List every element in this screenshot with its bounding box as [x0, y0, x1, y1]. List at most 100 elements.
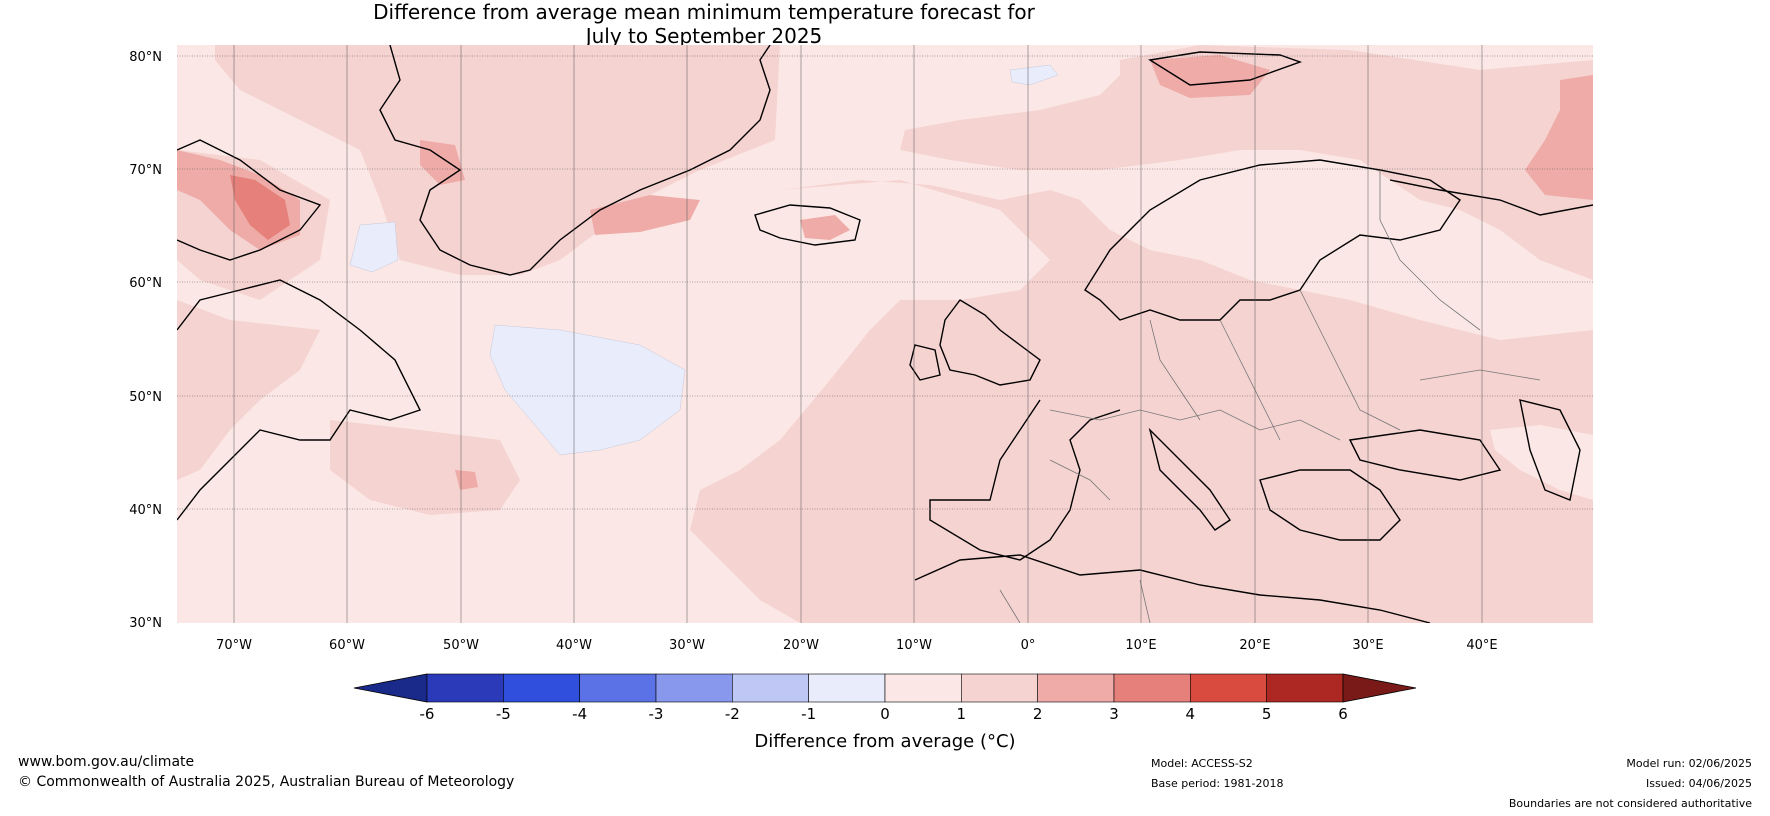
colorbar-segment: [1266, 673, 1344, 703]
north-america-coast: [177, 279, 421, 521]
lon-label: 30°E: [1352, 638, 1383, 653]
iberia-france-coast: [929, 399, 1121, 561]
border-poland: [1219, 319, 1281, 441]
model-text: Model: ACCESS-S2: [1151, 757, 1253, 770]
colorbar-segment: [426, 673, 504, 703]
warm-region-europe: [690, 180, 1593, 623]
lon-label: 40°E: [1466, 638, 1497, 653]
colorbar-segment: [579, 673, 657, 703]
lon-label: 10°W: [896, 638, 932, 653]
lat-label: 80°N: [129, 50, 162, 65]
colorbar-segment: [884, 673, 962, 703]
lat-label: 30°N: [129, 616, 162, 631]
anomaly-contours: [177, 45, 1700, 623]
colorbar-segment: [1190, 673, 1267, 703]
model-run-text: Model run: 02/06/2025: [1626, 757, 1752, 770]
border-baltic: [1299, 289, 1401, 431]
colorbar-label: Difference from average (°C): [754, 731, 1015, 752]
ireland-coast: [909, 344, 941, 381]
lat-label: 40°N: [129, 503, 162, 518]
colorbar-tick-label: -3: [649, 705, 664, 723]
border-ukraine: [1419, 369, 1541, 381]
iceland-coast: [754, 204, 861, 246]
neutral-region-misc: [1593, 540, 1700, 560]
lon-label: 10°E: [1125, 638, 1156, 653]
lat-label: 70°N: [129, 163, 162, 178]
chart-title: Difference from average mean minimum tem…: [0, 0, 1408, 48]
colorbar-segment: [961, 673, 1038, 703]
hot-region-svalbard: [1150, 55, 1270, 98]
colorbar-tick-label: -2: [725, 705, 740, 723]
base-period-text: Base period: 1981-2018: [1151, 777, 1284, 790]
lat-axis: 80°N 70°N 60°N 50°N 40°N 30°N: [129, 50, 162, 631]
issued-text: Issued: 04/06/2025: [1645, 777, 1752, 790]
colorbar-tick-label: 6: [1338, 705, 1348, 723]
lon-label: 60°W: [329, 638, 365, 653]
lon-label: 40°W: [556, 638, 592, 653]
scandinavia-coast: [1084, 159, 1461, 321]
colorbar-extend-low: [353, 673, 428, 703]
border-algeria: [999, 589, 1021, 623]
lon-label: 70°W: [216, 638, 252, 653]
svalbard-coast: [1148, 51, 1303, 86]
coastlines: [177, 45, 1593, 623]
lat-label: 60°N: [129, 276, 162, 291]
colorbar-segment: [732, 673, 809, 703]
colorbar-segment: [655, 673, 733, 703]
colorbar-tick-label: 4: [1186, 705, 1196, 723]
very-hot-region-baffin: [230, 175, 290, 240]
britain-coast: [939, 299, 1041, 386]
lon-label: 20°W: [783, 638, 819, 653]
cool-region-atlantic: [489, 324, 686, 456]
lon-label: 20°E: [1239, 638, 1270, 653]
title-line-2: July to September 2025: [585, 24, 823, 48]
lon-axis: 70°W 60°W 50°W 40°W 30°W 20°W 10°W 0° 10…: [216, 638, 1498, 653]
lat-label: 50°N: [129, 390, 162, 405]
russia-arctic-coast: [1389, 179, 1593, 216]
colorbar-tick-label: 5: [1262, 705, 1272, 723]
border-iberia: [1049, 459, 1111, 501]
colorbar-segment: [1037, 673, 1115, 703]
warm-region-arctic: [900, 45, 1593, 280]
colorbar-extend-high: [1342, 673, 1417, 703]
warm-region-atlantic-west: [330, 420, 520, 515]
copyright-text: © Commonwealth of Australia 2025, Austra…: [18, 774, 515, 790]
warm-region-labrador: [177, 300, 320, 480]
colorbar-tick-label: -1: [801, 705, 816, 723]
baffin-coast: [177, 139, 322, 261]
colorbar-tick-label: 0: [880, 705, 890, 723]
colorbar-segment: [808, 673, 886, 703]
colorbar-tick-label: -4: [572, 705, 587, 723]
north-africa-coast: [914, 554, 1431, 623]
balkans-coast: [1259, 469, 1401, 541]
cool-region-labrador-sea: [349, 221, 399, 273]
lon-gridlines: [233, 45, 1483, 623]
black-sea-coast: [1348, 429, 1502, 481]
website-text: www.bom.gov.au/climate: [18, 754, 195, 770]
title-line-1: Difference from average mean minimum tem…: [373, 0, 1035, 24]
italy-coast: [1148, 427, 1231, 531]
greenland-coast: [379, 45, 771, 276]
colorbar-tick-label: 3: [1109, 705, 1119, 723]
colorbar-tick-label: -6: [420, 705, 435, 723]
border-finland-russia: [1379, 170, 1481, 331]
country-borders: [999, 170, 1541, 623]
colorbar: -6 -5 -4 -3 -2 -1 0 1 2 3 4 5 6: [353, 673, 1417, 723]
lon-label: 0°: [1021, 638, 1036, 653]
warm-region-greenland: [215, 45, 780, 275]
colorbar-tick-label: 2: [1033, 705, 1043, 723]
caspian-coast: [1519, 399, 1581, 501]
colorbar-tick-label: 1: [957, 705, 967, 723]
colorbar-segment: [503, 673, 580, 703]
colorbar-segment: [1113, 673, 1191, 703]
hot-region-denmark-strait: [590, 195, 700, 235]
hot-region-iceland: [800, 215, 850, 240]
cool-region-norwegian-sea: [1009, 64, 1059, 86]
disclaimer-text: Boundaries are not considered authoritat…: [1508, 797, 1752, 810]
neutral-region-caspian: [1490, 425, 1593, 500]
lat-gridlines: [177, 55, 1593, 510]
lon-label: 50°W: [443, 638, 479, 653]
border-germany: [1149, 319, 1201, 421]
border-central-europe: [1049, 409, 1341, 441]
